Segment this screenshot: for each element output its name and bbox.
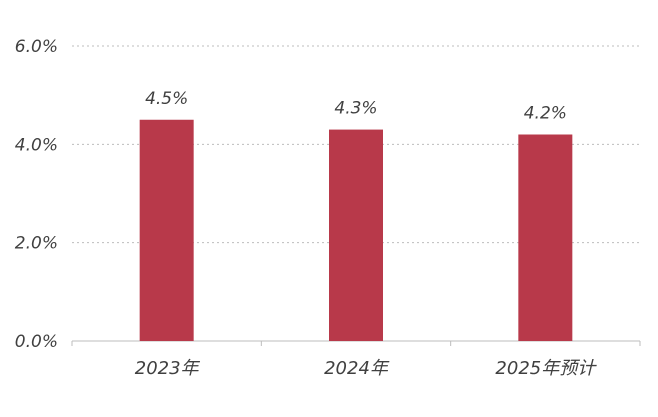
label-layer: 0.0% 2.0% 4.0% 6.0% 4.5% 2023年 4.3% 2024年 4.2% 20… xyxy=(15,37,597,379)
y-tick-label: 2.0% xyxy=(15,234,58,254)
x-category-label: 2023年 xyxy=(135,358,201,379)
bar xyxy=(329,129,383,341)
x-category-label: 2024年 xyxy=(324,358,390,379)
bar-value-label: 4.3% xyxy=(334,99,377,119)
x-category-label: 2025年预计 xyxy=(495,358,597,379)
y-tick-label: 6.0% xyxy=(15,37,58,57)
bar xyxy=(518,134,573,341)
y-tick-label: 0.0% xyxy=(15,332,58,352)
bar-value-label: 4.2% xyxy=(524,104,567,124)
bar-layer xyxy=(139,119,573,341)
y-tick-label: 4.0% xyxy=(15,135,58,155)
bar xyxy=(139,119,194,341)
bar-value-label: 4.5% xyxy=(145,89,188,109)
